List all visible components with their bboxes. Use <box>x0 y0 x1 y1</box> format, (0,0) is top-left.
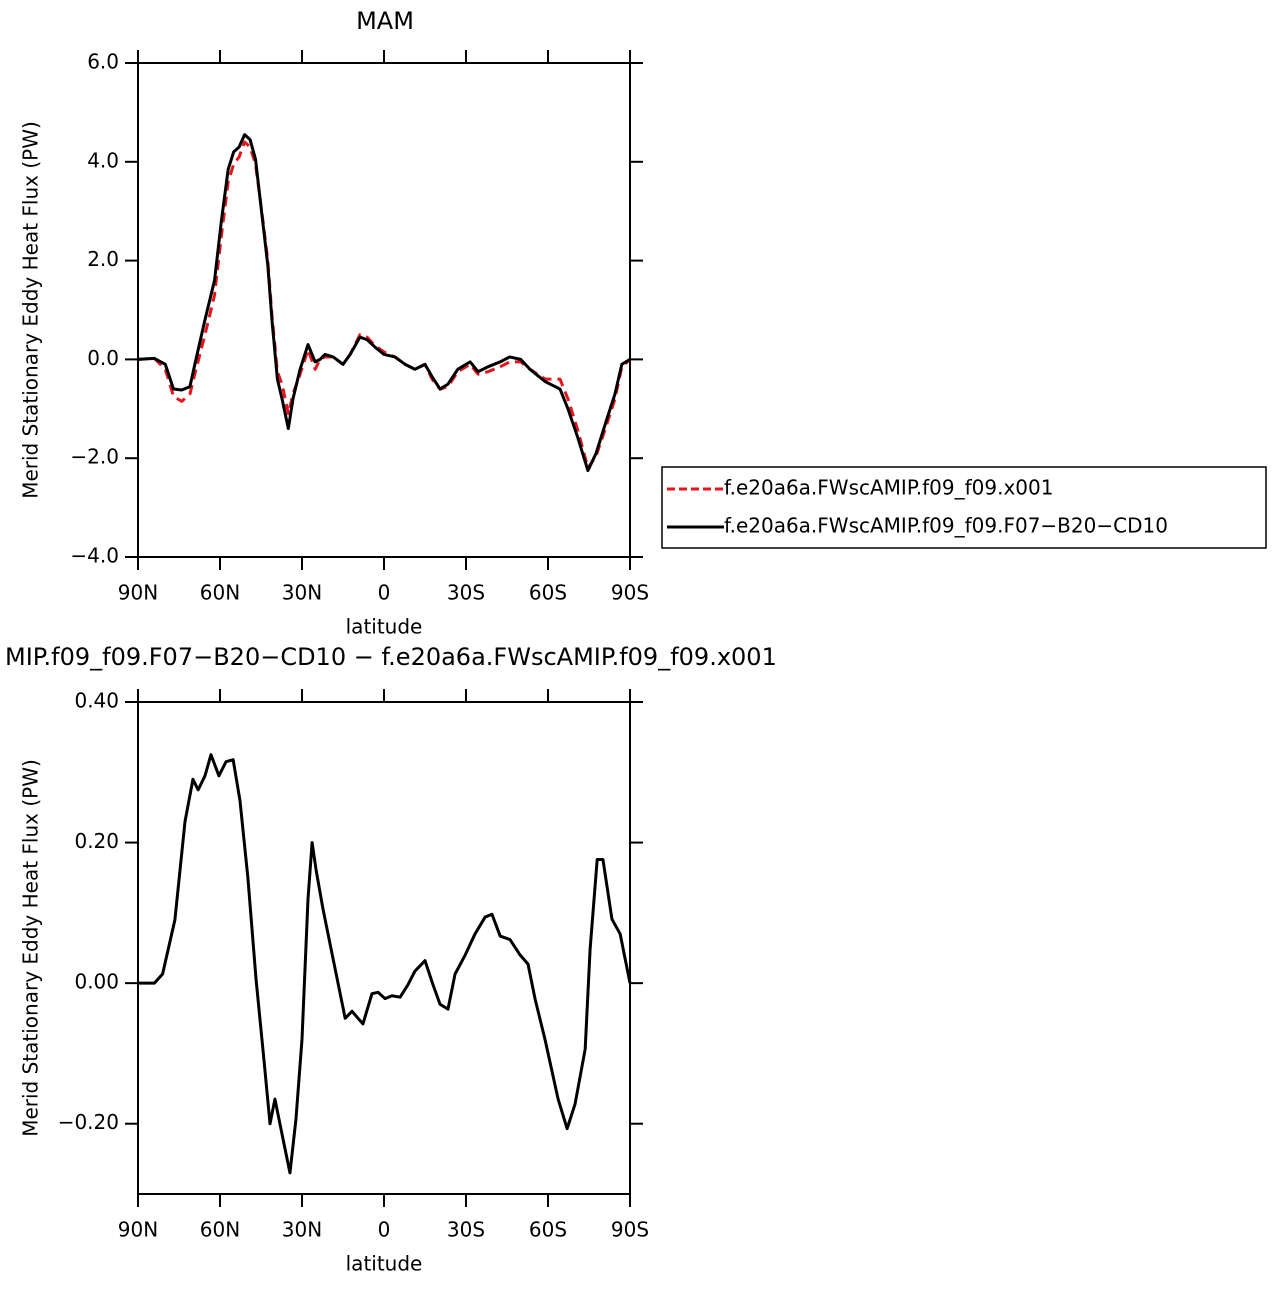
data-line <box>137 133 631 473</box>
x-tick-label: 60N <box>200 581 240 605</box>
x-tick-label: 0 <box>378 581 391 605</box>
x-tick-label: 90S <box>611 581 649 605</box>
x-tick-label: 30S <box>447 1218 485 1242</box>
y-tick-label: 0.0 <box>87 346 119 370</box>
legend-label: f.e20a6a.FWscAMIP.f09_f09.x001 <box>724 476 1053 500</box>
x-tick-label: 0 <box>378 1218 391 1242</box>
x-tick-label: 90S <box>611 1218 649 1242</box>
y-tick-label: 4.0 <box>87 148 119 172</box>
chart-panel: MAM −4.0 −2.0 0.0 2.0 4.0 6.0 90N 60N 30N 0 30S 60S 9… <box>19 7 1267 639</box>
y-tick-label: 0.40 <box>74 689 119 713</box>
data-line <box>137 140 632 470</box>
legend: f.e20a6a.FWscAMIP.f09_f09.x001 f.e20a6a.F… <box>661 466 1267 549</box>
legend-label: f.e20a6a.FWscAMIP.f09_f09.F07−B20−CD10 <box>724 514 1168 538</box>
y-tick-label: 2.0 <box>87 247 119 271</box>
x-tick-label: 30N <box>282 581 322 605</box>
y-tick-label: −4.0 <box>70 544 119 568</box>
x-tick-label: 60N <box>200 1218 240 1242</box>
plot-frame <box>137 701 631 1195</box>
x-tick-label: 60S <box>529 581 567 605</box>
y-axis-label: Merid Stationary Eddy Heat Flux (PW) <box>19 759 43 1137</box>
x-tick-label: 30S <box>447 581 485 605</box>
x-tick-label: 90N <box>118 1218 158 1242</box>
y-tick-label: −0.20 <box>58 1110 119 1134</box>
x-axis-label: latitude <box>346 615 423 639</box>
y-tick-label: 6.0 <box>87 50 119 74</box>
chart-panel: MIP.f09_f09.F07−B20−CD10 − f.e20a6a.FWsc… <box>5 643 777 1276</box>
chart-title: MIP.f09_f09.F07−B20−CD10 − f.e20a6a.FWsc… <box>5 643 777 671</box>
x-tick-label: 30N <box>282 1218 322 1242</box>
y-tick-label: −2.0 <box>70 445 119 469</box>
chart-title: MAM <box>356 7 414 35</box>
x-tick-label: 60S <box>529 1218 567 1242</box>
y-tick-label: 0.00 <box>74 970 119 994</box>
legend-box <box>661 466 1267 549</box>
y-tick-label: 0.20 <box>74 829 119 853</box>
data-line <box>138 753 632 1175</box>
y-axis-label: Merid Stationary Eddy Heat Flux (PW) <box>19 121 43 499</box>
x-tick-label: 90N <box>118 581 158 605</box>
x-axis-label: latitude <box>346 1252 423 1276</box>
